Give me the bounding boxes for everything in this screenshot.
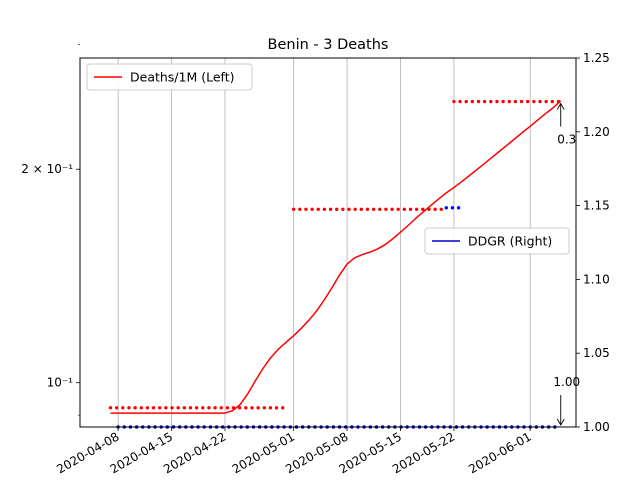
ddgr-level-dot [526, 99, 530, 104]
axes-frame [79, 57, 577, 428]
annotation-arrow-head [556, 418, 565, 426]
ddgr-level-dot [151, 406, 156, 410]
ddgr-level-dot [207, 406, 211, 410]
right-tick-label: 1.15 [583, 199, 610, 213]
grid [117, 58, 531, 427]
ddgr-level-dot [304, 207, 308, 211]
ddgr-level-dot [158, 406, 162, 410]
ddgr-level-dot [316, 207, 320, 211]
annotation-label: 1.00 [553, 375, 580, 389]
ddgr-level-dot [268, 406, 273, 410]
ddgr-level-dot [532, 99, 536, 104]
legend-ddgr-label: DDGR (Right) [468, 234, 552, 249]
ddgr-level-dot [237, 406, 242, 410]
ddgr-level-dot [396, 207, 400, 211]
ddgr-level-dot [365, 207, 370, 211]
ddgr-level-dot [507, 99, 511, 104]
ddgr-level-dot [444, 206, 448, 210]
ddgr-level-dot [456, 206, 461, 210]
ddgr-level-dot [127, 406, 131, 410]
chart-title: Benin - 3 Deaths [268, 37, 389, 53]
right-tick-label: 1.05 [583, 346, 610, 360]
legend-deaths-box [86, 63, 253, 91]
ddgr-level-dot [170, 406, 174, 410]
annotation-label: 0.3 [557, 133, 576, 147]
annotations: 0.3 1.00 [553, 102, 580, 426]
ddgr-level-dot [291, 207, 296, 211]
plot-area [108, 99, 562, 429]
left-tick-label: 2 × 10⁻¹ [21, 162, 73, 176]
ddgr-level-dot [371, 207, 376, 211]
ddgr-level-dot [390, 207, 394, 211]
ddgr-level-dot [408, 207, 413, 211]
ddgr-level-dot [328, 207, 333, 211]
ddgr-level-dot [550, 99, 555, 104]
ddgr-level-dot [201, 406, 205, 410]
ddgr-level-dot [133, 406, 137, 410]
ddgr-level-dot [421, 207, 425, 211]
ddgr-level-dot [188, 406, 193, 410]
ddgr-level-dot [544, 99, 548, 104]
ddgr-level-dot [139, 406, 143, 410]
annotation-arrow-head [556, 102, 565, 110]
right-tick-label: 1.25 [583, 51, 610, 65]
ddgr-level-dot [164, 406, 168, 410]
ddgr-level-dot [310, 207, 314, 211]
ddgr-level-dot [378, 207, 382, 211]
ddgr-level-dot [501, 99, 505, 104]
ddgr-level-dot [402, 207, 407, 211]
ddgr-level-dot [519, 99, 524, 104]
deaths-per-1m-line [110, 100, 562, 414]
ddgr-level-dot [194, 406, 199, 410]
legends: Deaths/1M (Left) DDGR (Right) [86, 63, 570, 255]
ddgr-level-dot [213, 406, 217, 410]
ddgr-level-dot [489, 99, 493, 104]
ddgr-level-dot [458, 99, 462, 104]
ddgr-level-dot [347, 207, 351, 211]
ddgr-level-dot [452, 99, 456, 104]
ddgr-level-dot [176, 406, 180, 410]
ddgr-level-dot [470, 99, 475, 104]
ddgr-level-dot [433, 207, 437, 211]
ddgr-level-dot [322, 207, 327, 211]
ddgr-level-dot [250, 406, 254, 410]
right-tick-label: 1.20 [583, 125, 610, 139]
right-tick-label: 1.00 [583, 420, 610, 434]
ddgr-level-dot [298, 207, 302, 211]
ddgr-level-dot [182, 406, 187, 410]
legend-ddgr-box [424, 227, 570, 255]
ddgr-level-dot [256, 406, 260, 410]
ddgr-level-dot [121, 406, 125, 410]
legend-deaths-label: Deaths/1M (Left) [130, 70, 235, 85]
ddgr-level-dot [353, 207, 357, 211]
ddgr-level-dot [145, 406, 150, 410]
ddgr-level-dot [439, 207, 443, 211]
ddgr-level-dot [359, 207, 364, 211]
ddgr-level-dot [464, 99, 468, 104]
ddgr-level-dot [219, 406, 223, 410]
left-tick-label: 10⁻¹ [47, 376, 74, 390]
ddgr-level-dot [384, 207, 388, 211]
ddgr-level-dot [335, 207, 339, 211]
ddgr-level-dot [450, 206, 455, 210]
ddgr-level-dot [341, 207, 345, 211]
ddgr-level-dot [274, 406, 279, 410]
ddgr-level-dot [114, 406, 119, 410]
ddgr-level-dot [513, 99, 518, 104]
ddgr-level-dot [538, 99, 542, 104]
ddgr-level-dot [476, 99, 481, 104]
ddgr-level-dot [414, 207, 419, 211]
ddgr-level-dot [482, 99, 487, 104]
right-tick-label: 1.10 [583, 272, 610, 286]
ddgr-level-dot [108, 406, 113, 410]
ddgr-level-dot [262, 406, 266, 410]
ddgr-level-dot [495, 99, 499, 104]
ddgr-level-dot [225, 406, 230, 410]
ddgr-level-dot [281, 406, 285, 410]
ddgr-level-dot [244, 406, 248, 410]
